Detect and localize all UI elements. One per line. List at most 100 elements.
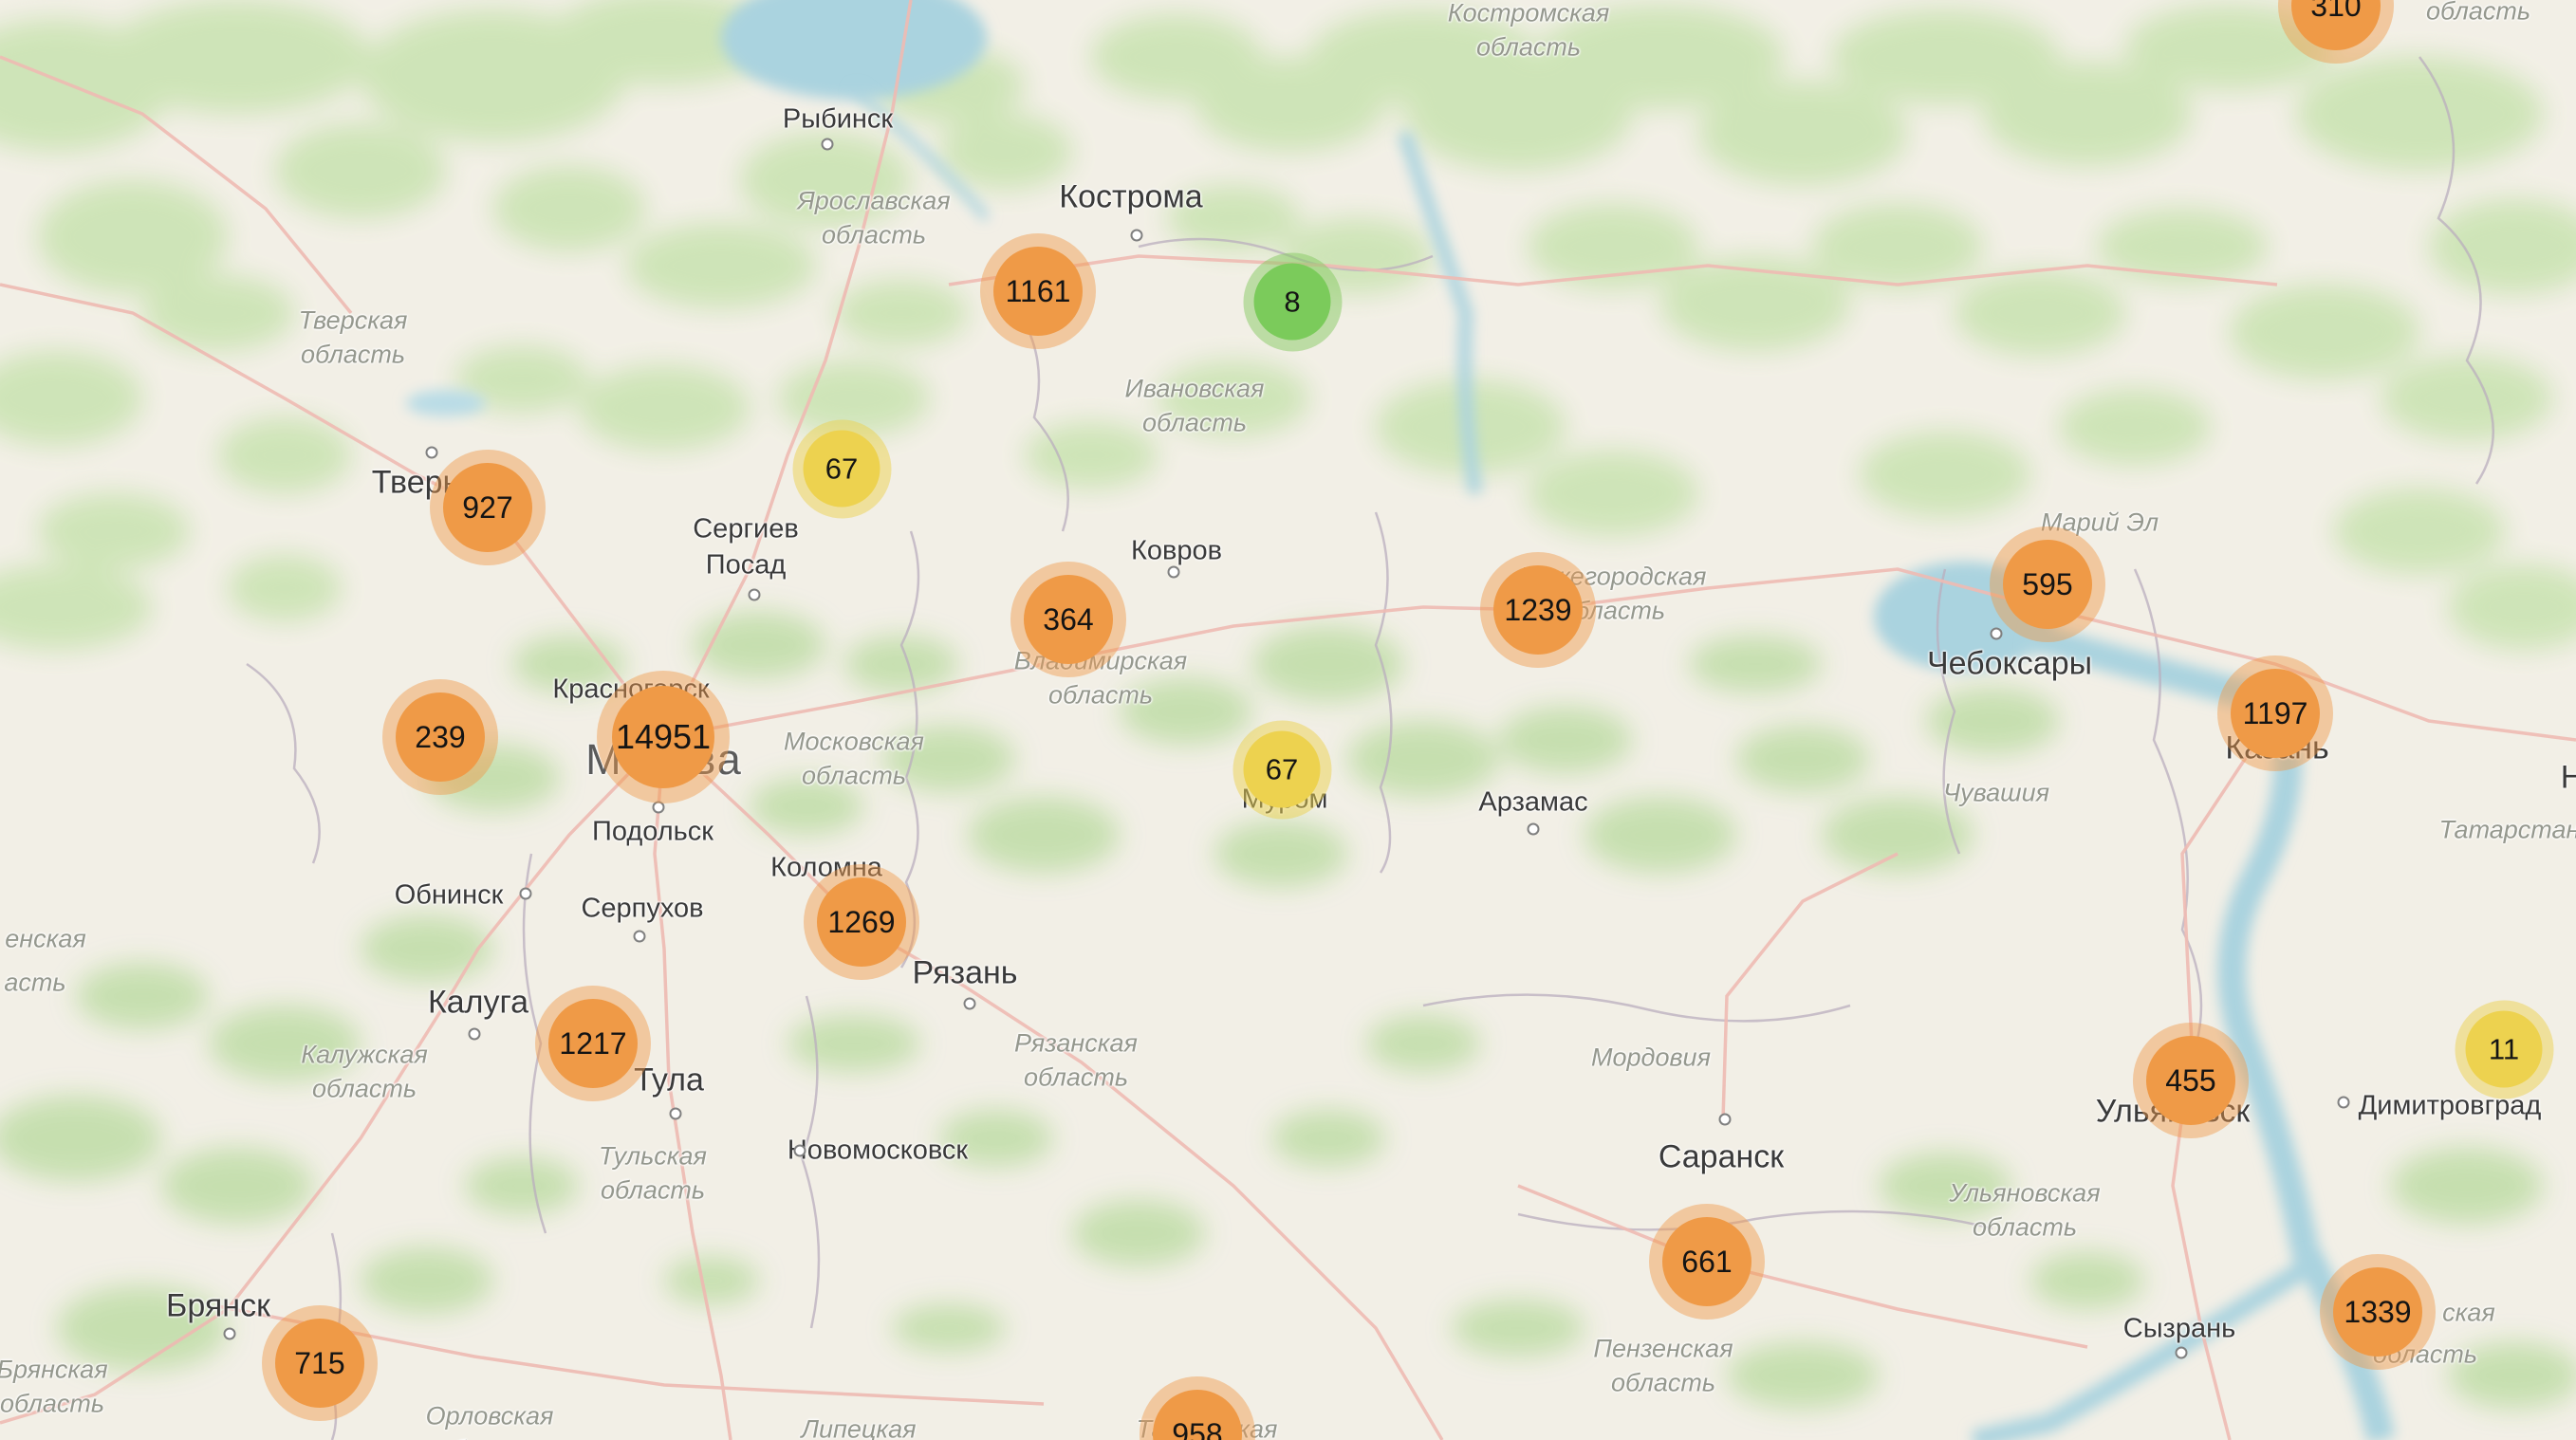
city-label: Рязань	[912, 954, 1018, 991]
region-label: Липецкая	[801, 1414, 917, 1440]
city-dot	[1130, 229, 1143, 242]
city-dot	[519, 887, 532, 900]
region-label: Костромская	[1447, 0, 1610, 28]
city-label: Обнинск	[394, 879, 504, 911]
city-dot	[1718, 1113, 1732, 1126]
cluster-count: 14951	[612, 686, 714, 788]
cluster-marker[interactable]: 239	[382, 679, 498, 795]
region-label: Рязанская	[1014, 1028, 1138, 1058]
region-label: Московская	[784, 727, 924, 756]
city-label: Брянск	[166, 1287, 270, 1324]
city-label: Посад	[705, 549, 787, 581]
cluster-count: 715	[275, 1319, 364, 1408]
cluster-count: 239	[396, 692, 485, 782]
cluster-marker[interactable]: 364	[1010, 562, 1126, 677]
region-label: область	[2425, 0, 2531, 26]
city-dot	[821, 138, 834, 151]
region-label: область	[821, 220, 927, 249]
city-dot	[963, 997, 976, 1010]
cluster-marker[interactable]: 14951	[597, 671, 730, 803]
region-label: Тверская	[298, 305, 408, 335]
city-label: Ковров	[1130, 535, 1223, 566]
city-label: Рыбинск	[782, 103, 894, 135]
cluster-count: 1197	[2231, 669, 2320, 758]
cluster-count: 661	[1662, 1217, 1751, 1306]
region-label: область	[311, 1074, 417, 1103]
city-dot	[1990, 627, 2003, 640]
cluster-marker[interactable]: 455	[2133, 1023, 2249, 1138]
region-label: Ульяновская	[1949, 1178, 2101, 1208]
cluster-count: 595	[2003, 540, 2092, 629]
region-label: область	[300, 340, 406, 369]
city-dot	[468, 1027, 481, 1041]
city-dot	[223, 1327, 236, 1340]
region-label: Калужская	[301, 1040, 428, 1069]
cluster-count: 1217	[548, 999, 638, 1088]
region-label: Брянская	[0, 1355, 108, 1384]
city-dot	[2337, 1096, 2350, 1109]
region-label: Орловская	[425, 1401, 554, 1431]
cluster-marker[interactable]: 715	[262, 1305, 378, 1421]
city-label: Серпухов	[581, 893, 704, 924]
city-label: Калуга	[427, 984, 529, 1021]
region-label: область	[1141, 408, 1248, 437]
cluster-marker[interactable]: 595	[1990, 526, 2105, 642]
cluster-marker[interactable]: 1161	[980, 233, 1096, 349]
region-label: Тульская	[599, 1141, 707, 1171]
cluster-count: 455	[2146, 1036, 2235, 1125]
cluster-marker[interactable]: 927	[430, 450, 546, 565]
region-label: область	[1972, 1212, 2078, 1242]
cluster-count: 927	[443, 463, 532, 552]
cluster-marker[interactable]: 11	[2455, 1000, 2553, 1098]
city-label: Сызрань	[2122, 1313, 2236, 1344]
cluster-count: 364	[1024, 575, 1113, 664]
cluster-marker[interactable]: 67	[792, 419, 891, 518]
region-label: асть	[4, 968, 66, 997]
region-label: Марий Эл	[2040, 508, 2159, 537]
city-label: Новомосковск	[787, 1135, 969, 1166]
city-label: Тула	[634, 1062, 704, 1098]
cluster-marker[interactable]: 1217	[535, 986, 651, 1101]
cluster-marker[interactable]: 310	[2278, 0, 2394, 64]
cluster-marker[interactable]: 1269	[804, 864, 919, 980]
region-label: Мордовия	[1591, 1043, 1711, 1072]
cluster-count: 1339	[2333, 1267, 2422, 1357]
cluster-marker[interactable]: 1239	[1480, 552, 1596, 668]
region-label: Пензенская	[1593, 1334, 1733, 1363]
region-label: область	[1610, 1368, 1716, 1397]
city-dot	[748, 588, 761, 601]
region-label: область	[0, 1389, 105, 1418]
city-dot	[2175, 1346, 2188, 1359]
region-label: область	[437, 1436, 542, 1440]
cluster-count: 67	[1243, 730, 1321, 808]
region-label: Чувашия	[1942, 778, 2050, 807]
city-label: Сергиев	[693, 513, 799, 545]
region-label: область	[801, 761, 907, 790]
city-dot	[793, 1144, 806, 1157]
cluster-count: 1269	[817, 877, 906, 967]
cluster-count: 67	[803, 430, 880, 508]
region-label: енская	[5, 924, 86, 953]
forest-patches-2	[0, 612, 2576, 1409]
city-dot	[425, 446, 438, 459]
cluster-count: 1161	[993, 247, 1083, 336]
cluster-marker[interactable]: 1339	[2320, 1254, 2436, 1370]
city-label: Арзамас	[1478, 786, 1588, 818]
cluster-marker[interactable]: 661	[1649, 1204, 1765, 1320]
cluster-marker[interactable]: 1197	[2217, 655, 2333, 771]
city-dot	[652, 801, 665, 814]
city-dot	[1167, 565, 1180, 579]
city-dot	[1527, 822, 1540, 836]
cluster-count: 11	[2465, 1010, 2543, 1088]
region-label: ская	[2442, 1298, 2495, 1327]
city-label: Подольск	[592, 816, 713, 847]
cluster-count: 1239	[1493, 565, 1583, 655]
cluster-marker[interactable]: 67	[1232, 720, 1331, 819]
cluster-marker[interactable]: 958	[1140, 1376, 1255, 1440]
cluster-marker[interactable]: 8	[1243, 252, 1342, 351]
city-label: Кострома	[1059, 178, 1203, 215]
region-label: Ярославская	[797, 186, 951, 215]
